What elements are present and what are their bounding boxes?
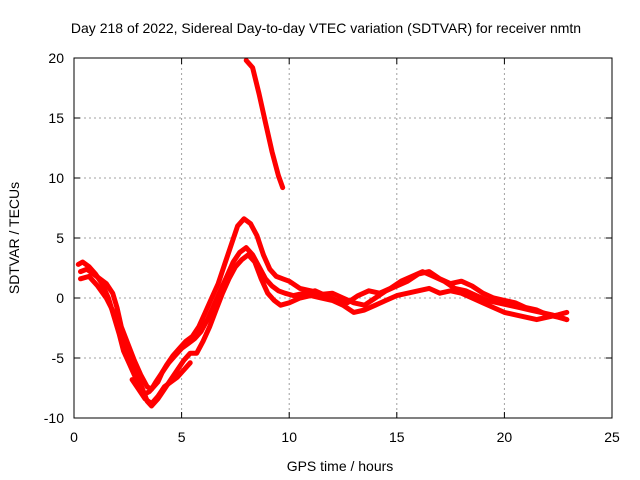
x-tick-label: 10 [281,429,297,445]
series-layer [75,57,570,409]
y-axis-title: SDTVAR / TECUs [6,182,22,294]
series-track-e [243,57,286,191]
y-tick-label: -5 [52,350,65,366]
y-tick-label: 20 [48,50,64,66]
tick-layer: 0 5 10 15 20 25 -10 -5 0 5 10 15 20 [44,50,620,445]
y-tick-label: 15 [48,110,64,126]
series-track-d [129,360,193,407]
x-tick-label: 25 [604,429,620,445]
y-tick-label: -10 [44,410,64,426]
x-tick-label: 20 [497,429,513,445]
y-tick-label: 0 [56,290,64,306]
x-tick-label: 0 [70,429,78,445]
y-tick-label: 5 [56,230,64,246]
grid-layer [74,58,612,418]
x-axis-title: GPS time / hours [287,458,394,474]
series-track-b [78,245,570,392]
x-tick-label: 15 [389,429,405,445]
y-tick-label: 10 [48,170,64,186]
chart-title: Day 218 of 2022, Sidereal Day-to-day VTE… [71,20,581,36]
x-tick-label: 5 [178,429,186,445]
